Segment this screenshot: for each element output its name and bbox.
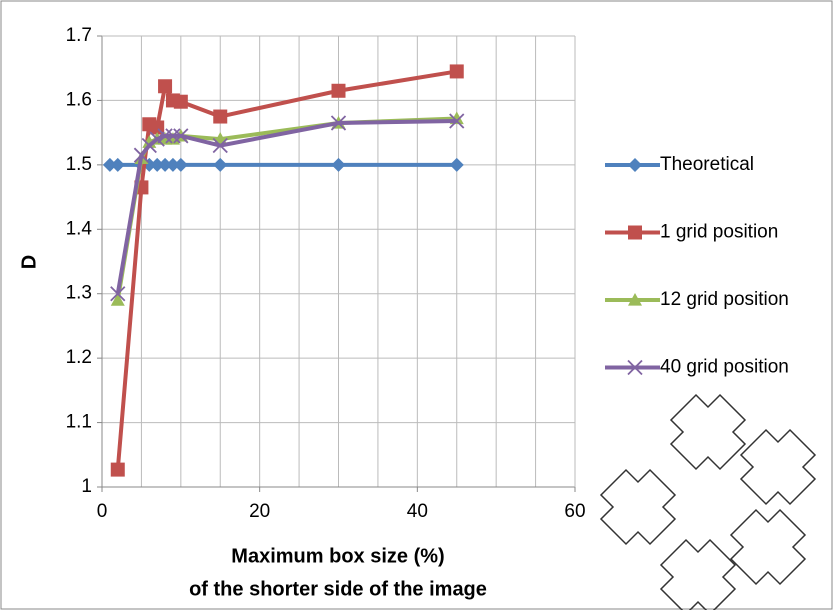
y-tick-label: 1.7 — [66, 25, 92, 46]
marker — [133, 147, 150, 163]
series-line — [115, 69, 458, 470]
marker — [331, 83, 346, 98]
y-tick-label: 1.1 — [66, 412, 92, 433]
legend-label: 1 grid position — [660, 222, 778, 243]
marker — [150, 157, 165, 172]
marker — [173, 94, 188, 109]
fractal-image — [599, 393, 817, 610]
legend-label: 12 grid position — [660, 289, 789, 310]
marker — [213, 109, 228, 124]
marker — [149, 131, 165, 147]
y-tick-label: 1.6 — [66, 89, 92, 110]
marker — [212, 137, 228, 154]
marker — [158, 157, 173, 172]
marker — [157, 128, 173, 144]
x-tick-label: 0 — [97, 501, 108, 522]
marker — [110, 462, 125, 477]
marker — [110, 293, 125, 306]
y-tick-label: 1.4 — [66, 218, 93, 239]
marker — [110, 286, 126, 302]
x-tick-label: 60 — [564, 501, 585, 522]
y-tick-label: 1.3 — [66, 283, 92, 304]
x-axis-title: of the shorter side of the image — [189, 578, 487, 600]
legend-label: 40 grid position — [660, 357, 789, 378]
marker — [165, 128, 181, 144]
legend-marker — [628, 158, 642, 172]
marker — [331, 157, 346, 172]
x-tick-label: 20 — [249, 501, 270, 522]
marker — [213, 157, 228, 172]
marker — [165, 132, 180, 145]
x-tick-label: 40 — [407, 501, 428, 522]
legend-marker — [628, 225, 642, 240]
marker — [102, 157, 117, 172]
marker — [449, 113, 465, 129]
marker — [173, 157, 188, 172]
legend-marker — [627, 359, 643, 376]
marker — [449, 64, 464, 79]
marker — [165, 157, 180, 172]
y-tick-label: 1.2 — [66, 347, 92, 368]
legend-marker — [628, 293, 642, 306]
legend-label: Theoretical — [660, 154, 754, 175]
marker — [449, 157, 464, 172]
marker — [173, 128, 189, 144]
marker — [110, 157, 125, 172]
marker — [330, 115, 347, 131]
x-axis-title: Maximum box size (%) — [231, 545, 444, 567]
y-tick-label: 1 — [81, 476, 92, 497]
y-tick-label: 1.5 — [66, 154, 92, 175]
marker — [158, 79, 173, 94]
y-axis-title: D — [18, 255, 40, 269]
marker — [141, 137, 157, 154]
